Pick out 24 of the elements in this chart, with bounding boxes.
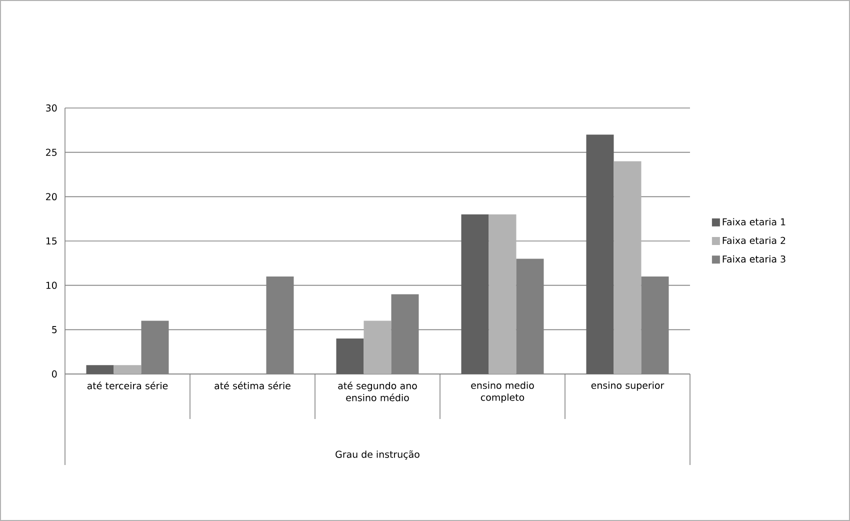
- bar: [461, 214, 489, 374]
- y-tick-label: 5: [52, 326, 57, 334]
- bar: [586, 134, 614, 374]
- y-tick-label: 10: [46, 282, 57, 289]
- x-tick-label: até terceira série: [87, 382, 168, 390]
- y-tick-label: 0: [52, 370, 57, 378]
- legend-label: Faixa etaria 1: [722, 218, 786, 226]
- x-tick-label: ensino superior: [591, 382, 664, 391]
- bar: [364, 320, 392, 374]
- x-tick-label: até sétima série: [214, 382, 290, 390]
- bar: [86, 365, 114, 374]
- y-tick-label: 25: [46, 148, 57, 156]
- x-tick-label: até segundo ano ensino médio: [338, 382, 417, 402]
- bar: [488, 214, 516, 374]
- legend-label: Faixa etaria 3: [722, 255, 786, 263]
- bar: [336, 338, 364, 374]
- legend-label: Faixa etaria 2: [722, 236, 786, 244]
- y-tick-label: 20: [46, 193, 57, 200]
- y-tick-label: 30: [46, 104, 57, 112]
- y-tick-label: 15: [46, 237, 57, 245]
- bar: [114, 365, 142, 374]
- text: Grau de instrução: [336, 450, 420, 460]
- x-tick-label: ensino medio completo: [471, 382, 534, 403]
- bar: [614, 161, 642, 374]
